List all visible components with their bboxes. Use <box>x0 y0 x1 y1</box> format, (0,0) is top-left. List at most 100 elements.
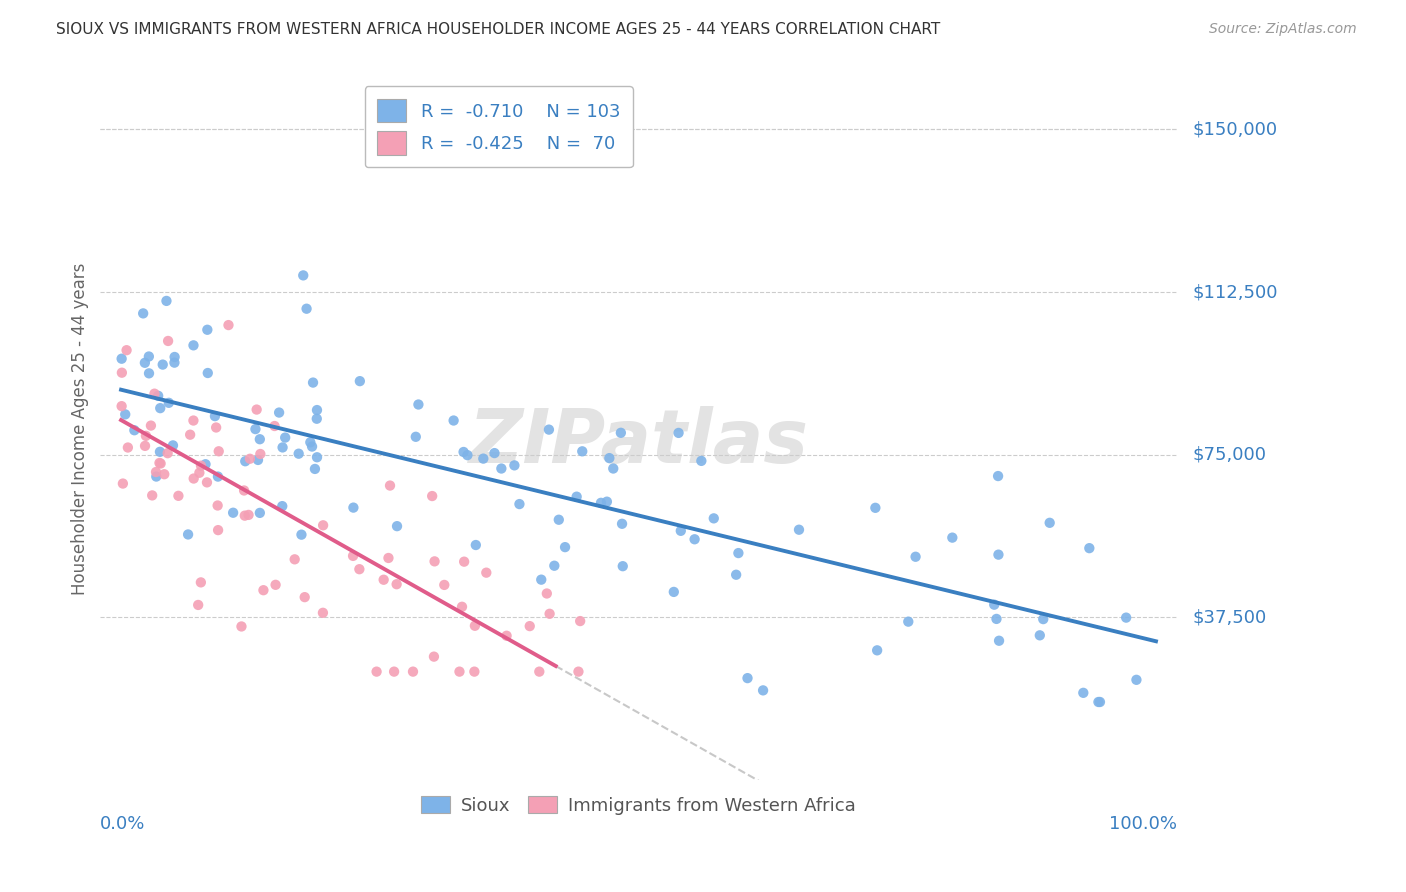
Point <box>194 457 217 471</box>
Point <box>163 350 186 364</box>
Point <box>986 612 1008 626</box>
Point <box>312 606 335 620</box>
Point <box>145 465 167 479</box>
Point <box>683 533 706 547</box>
Point <box>983 598 1005 612</box>
Point <box>349 562 371 576</box>
Point <box>1071 686 1094 700</box>
Point <box>378 478 401 492</box>
Point <box>305 403 328 417</box>
Point <box>443 413 465 427</box>
Point <box>491 461 513 475</box>
Point <box>610 516 633 531</box>
Point <box>143 386 166 401</box>
Point <box>238 508 260 522</box>
Point <box>1125 673 1147 687</box>
Point <box>987 548 1010 562</box>
Text: 0.0%: 0.0% <box>100 815 146 833</box>
Point <box>183 413 205 427</box>
Point <box>134 439 156 453</box>
Point <box>188 466 211 480</box>
Point <box>295 301 318 316</box>
Point <box>233 508 256 523</box>
Point <box>690 454 713 468</box>
Point <box>117 441 139 455</box>
Point <box>124 423 146 437</box>
Point <box>207 523 229 537</box>
Point <box>382 665 405 679</box>
Point <box>596 494 619 508</box>
Point <box>449 665 471 679</box>
Point <box>263 419 285 434</box>
Point <box>135 429 157 443</box>
Point <box>1088 695 1111 709</box>
Point <box>312 518 335 533</box>
Point <box>139 418 162 433</box>
Point <box>287 447 309 461</box>
Point <box>727 546 749 560</box>
Point <box>190 458 212 473</box>
Point <box>141 488 163 502</box>
Point <box>402 665 425 679</box>
Point <box>205 420 228 434</box>
Point <box>179 427 201 442</box>
Point <box>190 575 212 590</box>
Point <box>405 430 427 444</box>
Point <box>299 435 322 450</box>
Point <box>377 551 399 566</box>
Point <box>612 559 634 574</box>
Point <box>543 558 565 573</box>
Point <box>554 540 576 554</box>
Point <box>269 406 291 420</box>
Point <box>349 374 371 388</box>
Point <box>183 471 205 485</box>
Point <box>385 519 408 533</box>
Point <box>453 445 475 459</box>
Point <box>271 441 294 455</box>
Point <box>484 446 506 460</box>
Point <box>111 399 134 413</box>
Point <box>231 619 253 633</box>
Legend: Sioux, Immigrants from Western Africa: Sioux, Immigrants from Western Africa <box>412 788 865 823</box>
Point <box>737 671 759 685</box>
Point <box>222 506 245 520</box>
Point <box>567 665 589 679</box>
Text: 100.0%: 100.0% <box>1109 815 1177 833</box>
Y-axis label: Householder Income Ages 25 - 44 years: Householder Income Ages 25 - 44 years <box>72 262 89 595</box>
Point <box>233 483 256 498</box>
Point <box>249 447 271 461</box>
Point <box>669 524 692 538</box>
Point <box>153 467 176 482</box>
Point <box>787 523 810 537</box>
Point <box>294 590 316 604</box>
Point <box>264 578 287 592</box>
Text: $112,500: $112,500 <box>1192 283 1278 301</box>
Point <box>138 367 160 381</box>
Point <box>423 649 446 664</box>
Point <box>111 476 134 491</box>
Point <box>342 549 364 563</box>
Point <box>149 445 172 459</box>
Point <box>274 431 297 445</box>
Point <box>301 440 323 454</box>
Point <box>529 665 551 679</box>
Point <box>1032 612 1054 626</box>
Point <box>420 489 443 503</box>
Point <box>246 453 269 467</box>
Point <box>167 489 190 503</box>
Point <box>342 500 364 515</box>
Point <box>111 366 134 380</box>
Point <box>453 555 475 569</box>
Point <box>571 444 593 458</box>
Point <box>503 458 526 473</box>
Point <box>475 566 498 580</box>
Point <box>865 500 887 515</box>
Point <box>271 499 294 513</box>
Text: $150,000: $150,000 <box>1192 120 1278 138</box>
Point <box>897 615 920 629</box>
Point <box>245 422 267 436</box>
Point <box>195 323 218 337</box>
Point <box>239 451 262 466</box>
Point <box>249 432 271 446</box>
Point <box>149 401 172 416</box>
